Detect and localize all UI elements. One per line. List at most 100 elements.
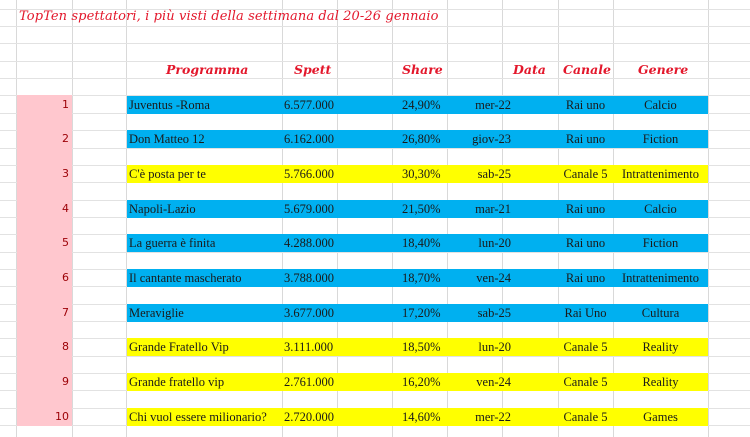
- rank-number[interactable]: 9: [62, 375, 69, 388]
- cell-data[interactable]: mer-22: [475, 98, 511, 112]
- cell-canale[interactable]: Rai uno: [565, 132, 606, 146]
- cell-programma[interactable]: Don Matteo 12: [129, 132, 205, 146]
- grid-line: [0, 26, 750, 27]
- rank-number[interactable]: 5: [62, 236, 69, 249]
- grid-line: [0, 252, 750, 253]
- cell-genere[interactable]: Intrattenimento: [621, 271, 700, 285]
- cell-share[interactable]: 16,20%: [402, 375, 441, 389]
- header-data: Data: [513, 62, 546, 77]
- cell-spett[interactable]: 6.162.000: [284, 132, 334, 146]
- cell-spett[interactable]: 2.720.000: [284, 410, 334, 424]
- table-row[interactable]: [127, 373, 708, 391]
- header-programma: Programma: [166, 62, 249, 77]
- table-row[interactable]: [127, 96, 708, 114]
- cell-programma[interactable]: C'è posta per te: [129, 167, 206, 181]
- grid-line: [392, 0, 393, 437]
- cell-data[interactable]: ven-24: [476, 375, 511, 389]
- cell-canale[interactable]: Canale 5: [563, 375, 608, 389]
- cell-share[interactable]: 18,40%: [402, 236, 441, 250]
- rank-number[interactable]: 1: [62, 98, 69, 111]
- table-row[interactable]: [127, 130, 708, 148]
- cell-spett[interactable]: 3.788.000: [284, 271, 334, 285]
- cell-programma[interactable]: Grande fratello vip: [129, 375, 225, 389]
- grid-line: [0, 95, 750, 96]
- grid-line: [282, 0, 283, 437]
- grid-line: [502, 0, 503, 437]
- header-spett: Spett: [294, 62, 332, 77]
- cell-canale[interactable]: Rai uno: [565, 271, 606, 285]
- grid-line: [0, 148, 750, 149]
- cell-spett[interactable]: 2.761.000: [284, 375, 334, 389]
- cell-data[interactable]: lun-20: [478, 340, 511, 354]
- cell-programma[interactable]: Meraviglie: [129, 306, 184, 320]
- cell-spett[interactable]: 3.111.000: [284, 340, 334, 354]
- rank-number[interactable]: 7: [62, 306, 69, 319]
- cell-spett[interactable]: 5.766.000: [284, 167, 334, 181]
- grid-line: [0, 61, 750, 62]
- rank-number[interactable]: 6: [62, 271, 69, 284]
- cell-spett[interactable]: 4.288.000: [284, 236, 334, 250]
- rank-number[interactable]: 4: [62, 202, 69, 215]
- cell-spett[interactable]: 5.679.000: [284, 202, 334, 216]
- cell-programma[interactable]: Chi vuol essere milionario?: [129, 410, 267, 424]
- cell-genere[interactable]: Reality: [642, 340, 679, 354]
- cell-genere[interactable]: Games: [643, 410, 678, 424]
- cell-genere[interactable]: Reality: [642, 375, 679, 389]
- cell-share[interactable]: 14,60%: [402, 410, 441, 424]
- cell-canale[interactable]: Canale 5: [563, 340, 608, 354]
- cell-canale[interactable]: Rai uno: [565, 202, 606, 216]
- table-row[interactable]: [127, 234, 708, 252]
- cell-share[interactable]: 30,30%: [402, 167, 441, 181]
- grid-line: [0, 356, 750, 357]
- cell-share[interactable]: 18,70%: [402, 271, 441, 285]
- grid-line: [72, 0, 73, 437]
- cell-programma[interactable]: Juventus -Roma: [129, 98, 210, 112]
- cell-data[interactable]: sab-25: [477, 167, 511, 181]
- grid-line: [0, 43, 750, 44]
- table-row[interactable]: [127, 304, 708, 322]
- rank-number[interactable]: 2: [62, 132, 69, 145]
- cell-genere[interactable]: Cultura: [641, 306, 680, 320]
- table-row[interactable]: [127, 200, 708, 218]
- cell-genere[interactable]: Fiction: [642, 236, 679, 250]
- table-row[interactable]: [127, 165, 708, 183]
- cell-spett[interactable]: 3.677.000: [284, 306, 334, 320]
- cell-data[interactable]: sab-25: [477, 306, 511, 320]
- sheet-title: TopTen spettatori, i più visti della set…: [19, 9, 439, 24]
- cell-canale[interactable]: Canale 5: [563, 410, 608, 424]
- cell-programma[interactable]: Napoli-Lazio: [129, 202, 196, 216]
- cell-genere[interactable]: Intrattenimento: [621, 167, 700, 181]
- cell-canale[interactable]: Rai Uno: [564, 306, 607, 320]
- cell-share[interactable]: 26,80%: [402, 132, 441, 146]
- table-row[interactable]: [127, 408, 708, 426]
- cell-share[interactable]: 17,20%: [402, 306, 441, 320]
- rank-number[interactable]: 3: [62, 167, 69, 180]
- cell-genere[interactable]: Calcio: [644, 202, 677, 216]
- cell-share[interactable]: 21,50%: [402, 202, 441, 216]
- grid-line: [337, 0, 338, 437]
- cell-canale[interactable]: Rai uno: [565, 98, 606, 112]
- cell-data[interactable]: mer-22: [475, 410, 511, 424]
- grid-line: [0, 78, 750, 79]
- grid-line: [558, 0, 559, 437]
- cell-data[interactable]: lun-20: [478, 236, 511, 250]
- rank-number[interactable]: 10: [55, 410, 69, 423]
- cell-genere[interactable]: Fiction: [642, 132, 679, 146]
- cell-canale[interactable]: Canale 5: [563, 167, 608, 181]
- cell-data[interactable]: giov-23: [472, 132, 511, 146]
- cell-programma[interactable]: La guerra è finita: [129, 236, 216, 250]
- cell-data[interactable]: ven-24: [476, 271, 511, 285]
- cell-share[interactable]: 24,90%: [402, 98, 441, 112]
- cell-genere[interactable]: Calcio: [644, 98, 677, 112]
- cell-programma[interactable]: Grande Fratello Vip: [129, 340, 229, 354]
- cell-spett[interactable]: 6.577.000: [284, 98, 334, 112]
- rank-column-highlight: [17, 95, 72, 426]
- rank-number[interactable]: 8: [62, 340, 69, 353]
- cell-canale[interactable]: Rai uno: [565, 236, 606, 250]
- cell-programma[interactable]: Il cantante mascherato: [129, 271, 242, 285]
- grid-line: [708, 0, 709, 437]
- cell-share[interactable]: 18,50%: [402, 340, 441, 354]
- table-row[interactable]: [127, 338, 708, 356]
- cell-data[interactable]: mar-21: [475, 202, 511, 216]
- table-row[interactable]: [127, 269, 708, 287]
